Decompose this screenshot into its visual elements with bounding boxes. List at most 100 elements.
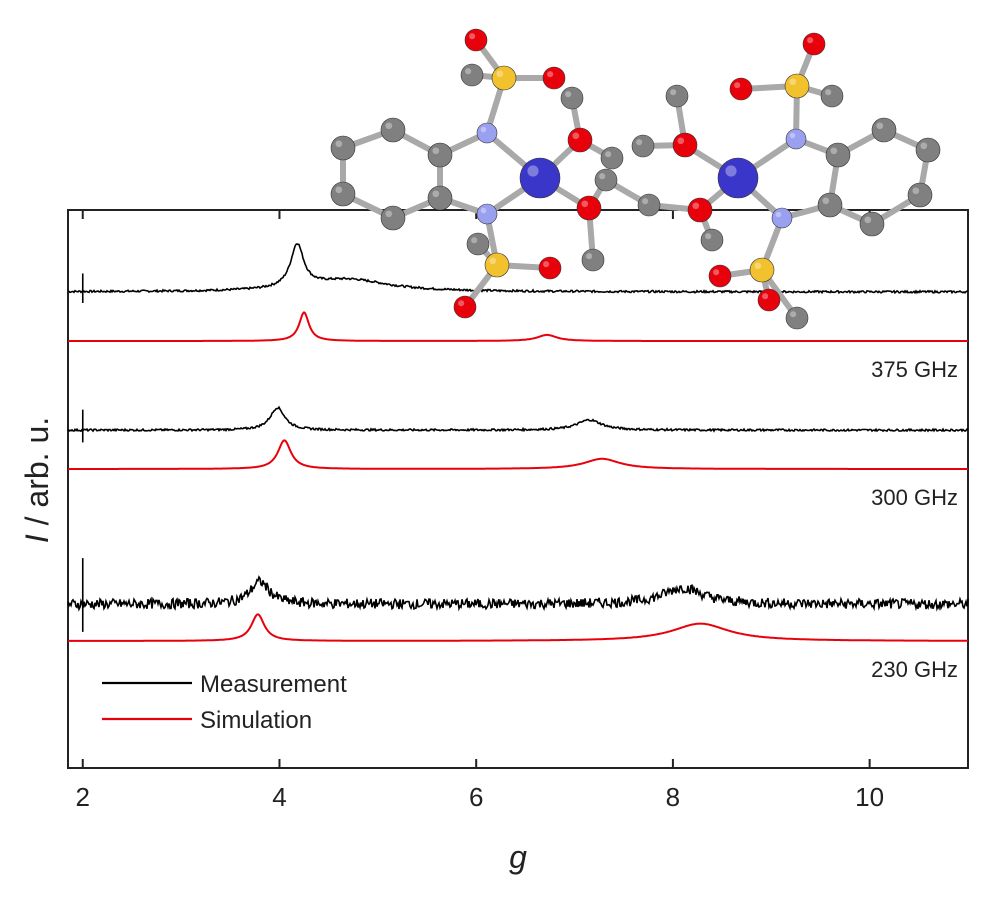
molecule-atom-highlight	[458, 300, 465, 307]
molecule-atom-highlight	[471, 237, 478, 244]
molecule-atom-carbon	[466, 232, 490, 256]
molecule-atom-oxygen	[802, 32, 826, 56]
molecule-atom-highlight	[789, 78, 797, 86]
molecule-atom-sulfur	[491, 65, 517, 91]
molecule-atom-highlight	[807, 37, 814, 44]
molecule-atom-carbon	[915, 137, 941, 163]
frequency-label-1: 300 GHz	[871, 485, 958, 510]
molecule-atom-oxygen	[567, 127, 593, 153]
molecule-atom-highlight	[822, 197, 830, 205]
molecule-atom-highlight	[572, 132, 580, 140]
molecule-atom-carbon	[330, 181, 356, 207]
molecule-atom-carbon	[380, 117, 406, 143]
molecule-atom-highlight	[775, 211, 782, 218]
molecule-atom-highlight	[489, 257, 497, 265]
simulation-line-1	[68, 439, 968, 470]
molecule-atom-nitrogen	[771, 207, 793, 229]
x-tick-label-0: 2	[76, 782, 90, 812]
molecule-atom-highlight	[547, 71, 554, 78]
molecule-atom-carbon	[817, 192, 843, 218]
molecule-atom-oxygen	[576, 195, 602, 221]
molecule-atom-highlight	[335, 140, 343, 148]
molecule-atom-highlight	[790, 311, 797, 318]
molecule-atom-carbon	[825, 142, 851, 168]
frequency-label-0: 375 GHz	[871, 357, 958, 382]
molecule-atom-carbon	[631, 134, 655, 158]
measurement-line-2	[67, 575, 969, 612]
molecule-atom-oxygen	[453, 295, 477, 319]
x-axis-label: g	[509, 839, 527, 875]
legend-label-simulation: Simulation	[200, 707, 312, 734]
molecule-atom-carbon	[600, 146, 624, 170]
molecule-atom-carbon	[560, 86, 584, 110]
molecule-atom-oxygen	[672, 132, 698, 158]
molecule-structure-image	[330, 28, 941, 330]
molecule-atom-highlight	[677, 137, 685, 145]
y-axis-label: I / arb. u.	[19, 417, 55, 543]
molecule-atom-carbon	[871, 117, 897, 143]
molecule-atom-carbon	[581, 248, 605, 272]
molecule-atom-highlight	[734, 82, 741, 89]
molecule-atom-highlight	[876, 122, 884, 130]
molecule-atom-highlight	[825, 89, 832, 96]
molecule-atom-oxygen	[708, 264, 732, 288]
y-axis-unit: / arb. u.	[19, 417, 55, 534]
molecule-atom-highlight	[581, 200, 589, 208]
molecule-atom-nitrogen	[476, 122, 498, 144]
measurement-line-1	[67, 405, 969, 433]
molecule-atom-highlight	[754, 262, 762, 270]
molecule-atom-highlight	[605, 151, 612, 158]
molecule-atom-oxygen	[729, 77, 753, 101]
x-tick-label-4: 10	[855, 782, 884, 812]
frequency-label-2: 230 GHz	[871, 657, 958, 682]
molecule-atom-highlight	[469, 33, 476, 40]
measurement-line-0	[67, 243, 969, 295]
simulation-line-2	[68, 613, 968, 642]
molecule-atom-highlight	[565, 91, 572, 98]
molecule-atom-metal	[519, 157, 561, 199]
molecule-atom-highlight	[789, 132, 796, 139]
molecule-atom-nitrogen	[476, 203, 498, 225]
legend-label-measurement: Measurement	[200, 671, 347, 698]
molecule-atom-carbon	[700, 228, 724, 252]
molecule-atom-carbon	[427, 142, 453, 168]
molecule-atom-highlight	[920, 142, 928, 150]
series-layer	[67, 243, 969, 642]
molecule-atom-sulfur	[484, 252, 510, 278]
molecule-atom-highlight	[385, 122, 393, 130]
molecule-atom-carbon	[820, 84, 844, 108]
molecule-atom-oxygen	[757, 288, 781, 312]
molecule-atom-highlight	[385, 210, 393, 218]
molecule-atom-carbon	[380, 205, 406, 231]
molecule-atom-carbon	[907, 182, 933, 208]
molecule-atom-highlight	[465, 68, 472, 75]
x-tick-label-2: 6	[469, 782, 483, 812]
legend: Measurement Simulation	[102, 671, 347, 734]
x-tick-label-1: 4	[272, 782, 286, 812]
molecule-atom-highlight	[599, 173, 606, 180]
molecule-atom-highlight	[432, 190, 440, 198]
y-axis-symbol: I	[19, 534, 55, 543]
molecule-atom-highlight	[725, 165, 737, 177]
molecule-atom-highlight	[480, 126, 487, 133]
molecule-atom-highlight	[496, 70, 504, 78]
molecule-atom-sulfur	[749, 257, 775, 283]
molecule-atom-carbon	[859, 211, 885, 237]
molecule-atom-highlight	[692, 202, 700, 210]
molecule-atom-metal	[717, 157, 759, 199]
molecule-atom-highlight	[830, 147, 838, 155]
molecule-atom-highlight	[705, 233, 712, 240]
molecule-atom-highlight	[432, 147, 440, 155]
molecule-atom-highlight	[480, 207, 487, 214]
molecule-atom-carbon	[637, 193, 661, 217]
simulation-line-0	[68, 311, 968, 342]
molecule-atom-carbon	[785, 306, 809, 330]
molecule-atom-oxygen	[542, 66, 566, 90]
molecule-atom-highlight	[670, 89, 677, 96]
molecule-atom-highlight	[335, 186, 343, 194]
molecule-atom-carbon	[594, 168, 618, 192]
molecule-atom-highlight	[864, 216, 872, 224]
plot-frame	[67, 209, 969, 769]
molecule-atom-carbon	[665, 84, 689, 108]
